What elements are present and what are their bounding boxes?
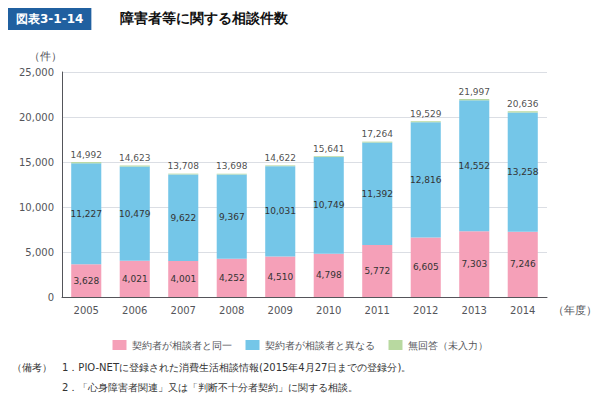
svg-text:（件）: （件） [29, 50, 62, 63]
svg-text:13,708: 13,708 [168, 161, 200, 171]
svg-text:2011: 2011 [365, 305, 390, 316]
svg-text:14,992: 14,992 [71, 150, 103, 160]
svg-text:2010: 2010 [316, 305, 341, 316]
svg-text:6,605: 6,605 [413, 262, 439, 272]
svg-text:2006: 2006 [122, 305, 147, 316]
svg-text:（備考） 1．PIO-NETに登録された消費生活相談情報(2: （備考） 1．PIO-NETに登録された消費生活相談情報(2015年4月27日ま… [12, 362, 411, 373]
svg-text:11,227: 11,227 [71, 209, 103, 219]
svg-text:14,552: 14,552 [459, 161, 491, 171]
svg-text:4,001: 4,001 [170, 274, 196, 284]
svg-text:2008: 2008 [219, 305, 244, 316]
svg-text:15,000: 15,000 [19, 157, 54, 168]
svg-text:4,021: 4,021 [122, 274, 148, 284]
svg-text:契約者が相談者と同一: 契約者が相談者と同一 [132, 340, 232, 351]
svg-text:契約者が相談者と異なる: 契約者が相談者と異なる [265, 340, 375, 351]
svg-text:障害者等に関する相談件数: 障害者等に関する相談件数 [120, 10, 289, 26]
svg-text:9,367: 9,367 [219, 212, 245, 222]
svg-text:21,997: 21,997 [459, 87, 491, 97]
svg-text:25,000: 25,000 [19, 67, 54, 78]
svg-text:11,392: 11,392 [362, 189, 394, 199]
svg-text:15,641: 15,641 [313, 144, 345, 154]
svg-text:20,000: 20,000 [19, 112, 54, 123]
svg-text:（年度）: （年度） [553, 304, 597, 317]
svg-text:19,529: 19,529 [410, 109, 442, 119]
svg-text:7,246: 7,246 [510, 259, 536, 269]
svg-text:2014: 2014 [510, 305, 535, 316]
svg-text:9,622: 9,622 [170, 213, 196, 223]
svg-text:5,772: 5,772 [364, 266, 390, 276]
svg-text:17,264: 17,264 [362, 129, 394, 139]
svg-text:14,622: 14,622 [265, 153, 297, 163]
svg-text:3,628: 3,628 [73, 276, 99, 286]
svg-text:5,000: 5,000 [25, 247, 54, 258]
svg-text:10,479: 10,479 [119, 209, 151, 219]
svg-text:10,000: 10,000 [19, 202, 54, 213]
svg-text:13,698: 13,698 [216, 161, 248, 171]
svg-text:0: 0 [48, 292, 54, 303]
svg-text:7,303: 7,303 [461, 259, 487, 269]
svg-text:4,510: 4,510 [267, 272, 293, 282]
svg-text:20,636: 20,636 [507, 99, 539, 109]
svg-text:2007: 2007 [171, 305, 196, 316]
svg-text:4,798: 4,798 [316, 270, 342, 280]
svg-text:10,749: 10,749 [313, 200, 345, 210]
svg-text:2005: 2005 [74, 305, 99, 316]
svg-text:13,258: 13,258 [507, 167, 539, 177]
svg-text:10,031: 10,031 [265, 206, 297, 216]
svg-text:2013: 2013 [462, 305, 487, 316]
svg-text:14,623: 14,623 [119, 153, 151, 163]
svg-text:4,252: 4,252 [219, 273, 245, 283]
svg-text:図表3-1-14: 図表3-1-14 [16, 12, 83, 26]
svg-text:2009: 2009 [268, 305, 293, 316]
svg-text:2．「心身障害者関連」又は「判断不十分者契約」に関する相談。: 2．「心身障害者関連」又は「判断不十分者契約」に関する相談。 [12, 382, 358, 393]
svg-text:無回答（未入力）: 無回答（未入力） [408, 340, 488, 351]
svg-text:2012: 2012 [413, 305, 438, 316]
svg-text:12,816: 12,816 [410, 175, 442, 185]
